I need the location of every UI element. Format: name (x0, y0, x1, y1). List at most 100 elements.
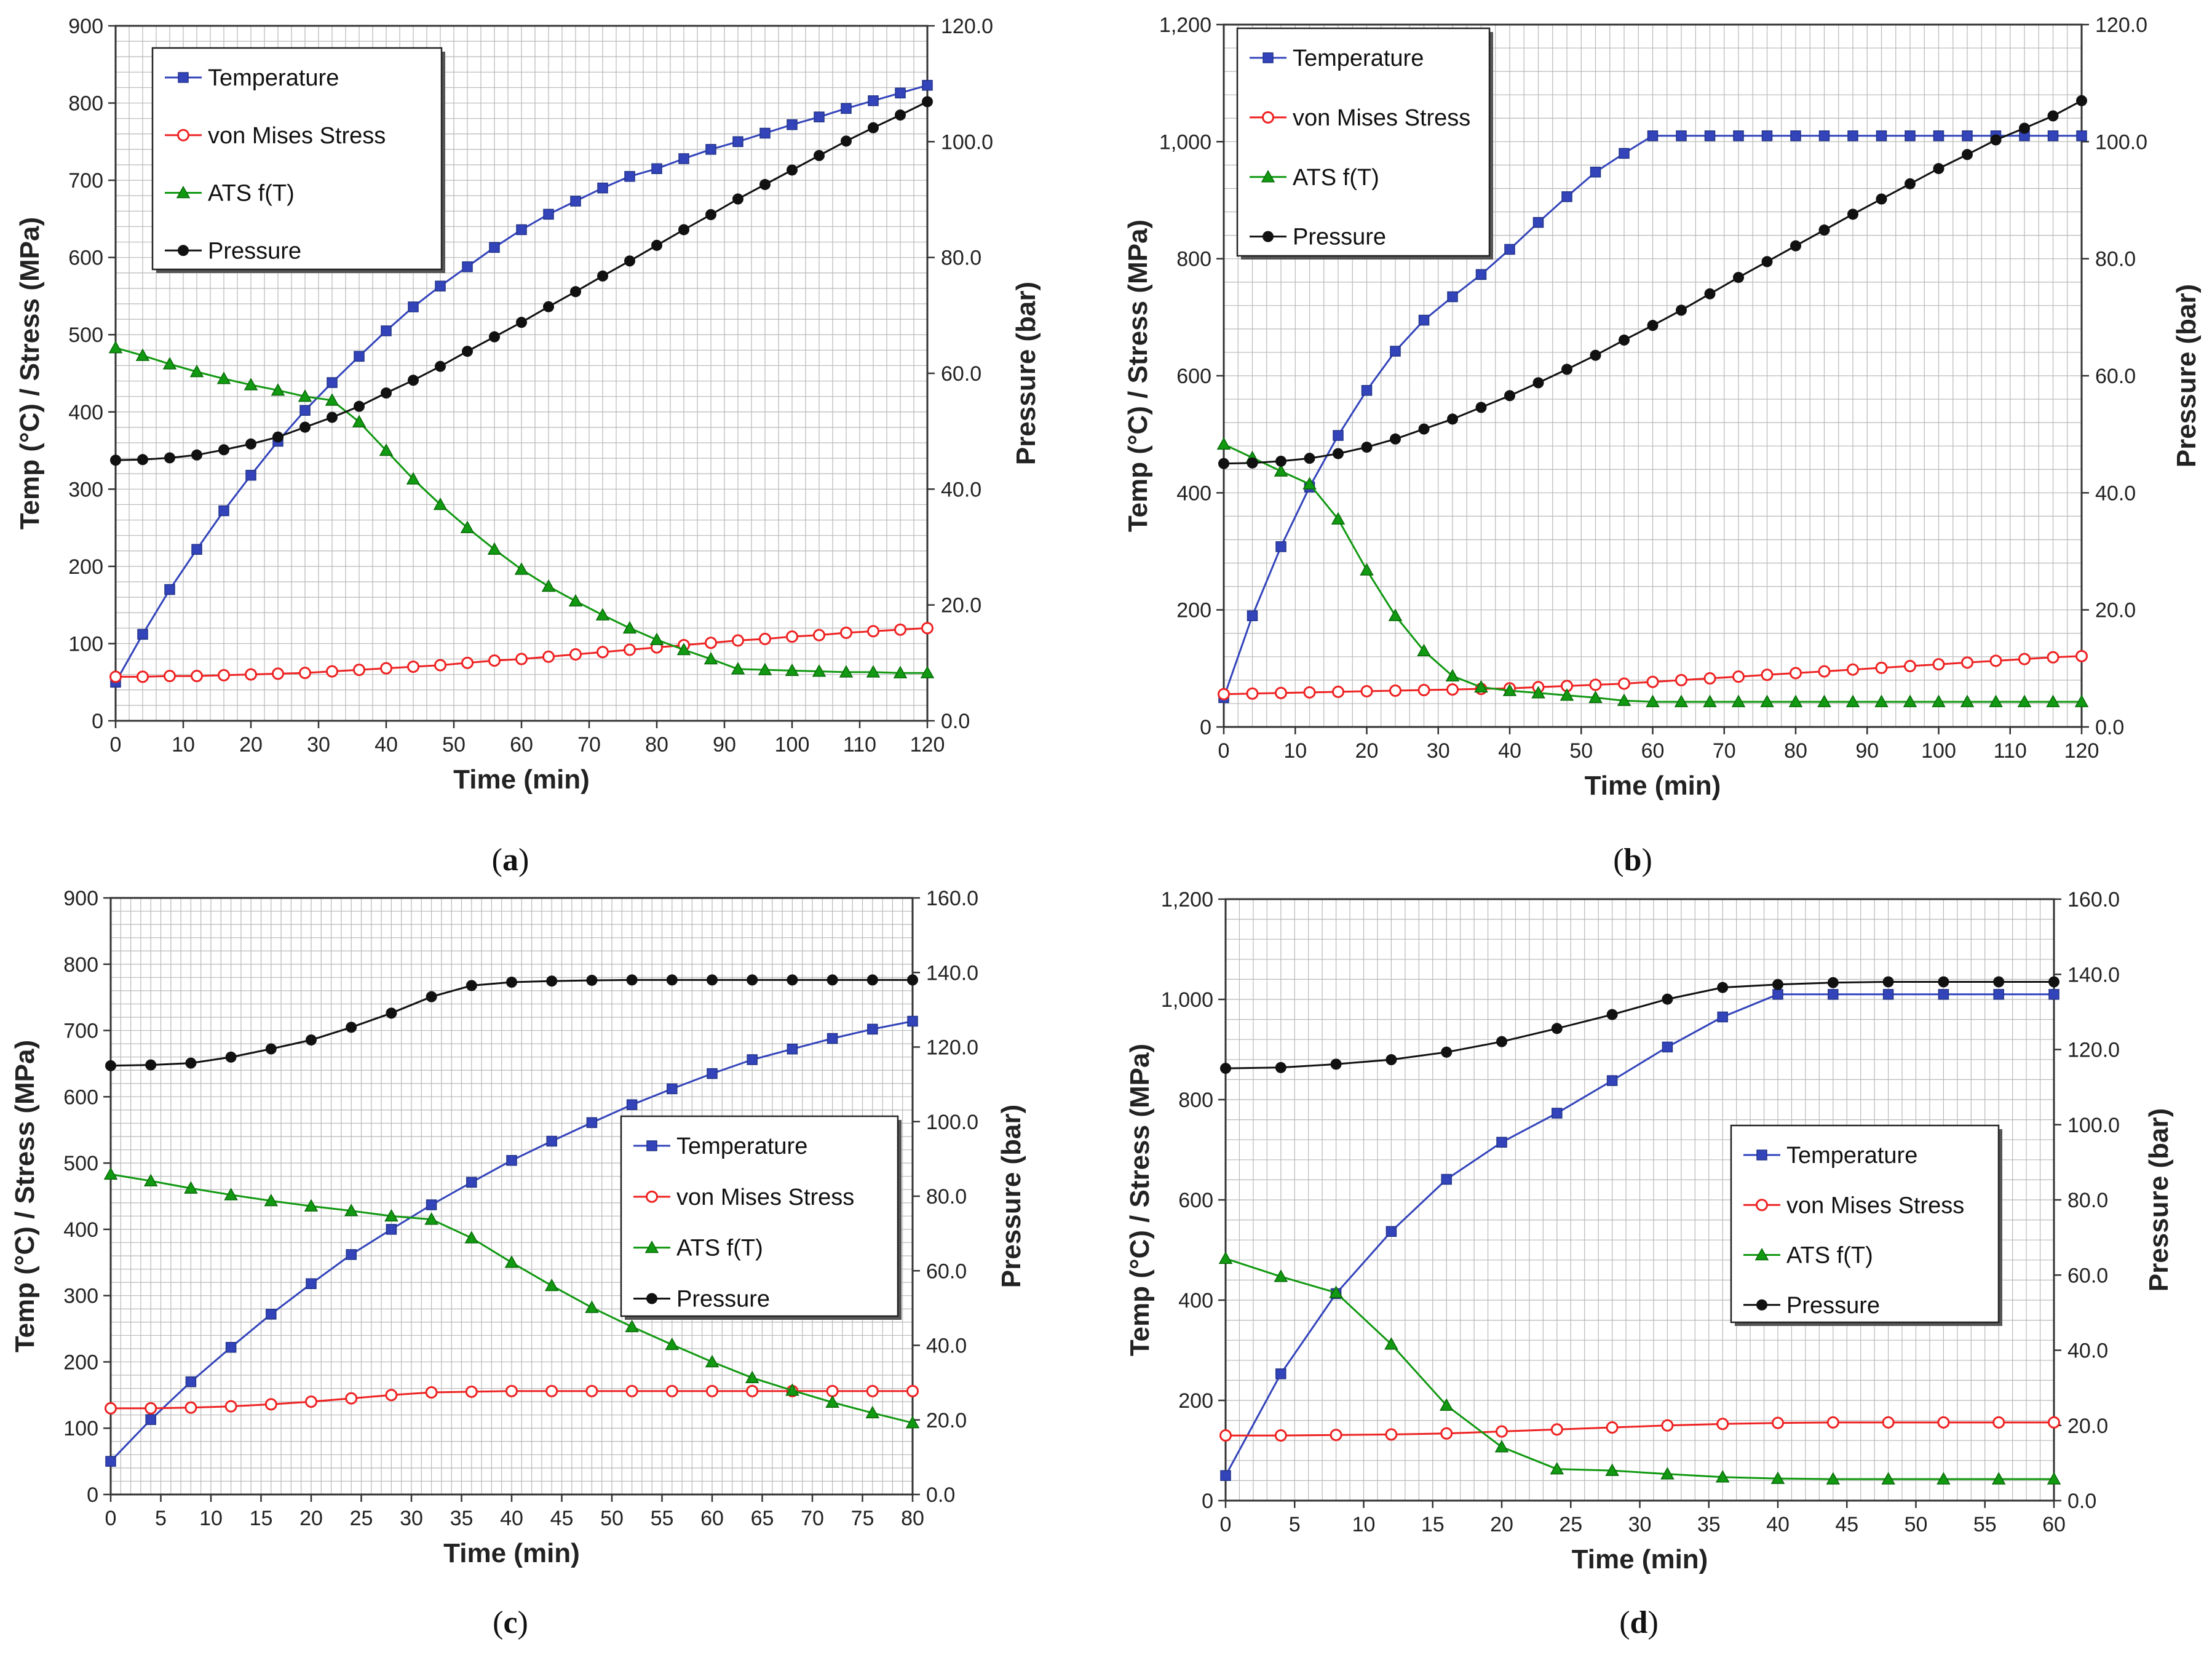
data-point-temperature (381, 325, 392, 336)
data-point-ats (731, 662, 745, 675)
y-tick-label: 800 (68, 92, 103, 116)
series-pressure (1220, 976, 2059, 1074)
data-point-stress (1661, 1419, 1674, 1432)
data-point-ats (585, 1300, 599, 1313)
legend-marker-ats (1261, 170, 1275, 183)
data-point-stress (1732, 670, 1745, 683)
data-point-temperature (435, 280, 446, 292)
x-tick-label: 15 (250, 1507, 273, 1530)
legend-label-pressure: Pressure (1786, 1293, 1880, 1319)
chart-panel-d: 0 5 10 15 20 25 30 35 40 45 50 55 6002004006008001,0… (1125, 888, 2174, 1640)
data-point-ats (2046, 694, 2060, 707)
data-point-pressure (225, 1051, 237, 1063)
data-point-ats (1531, 686, 1545, 699)
data-point-stress (1818, 665, 1831, 678)
data-point-pressure (705, 208, 716, 220)
data-point-temperature (1390, 346, 1401, 357)
data-point-temperature (1496, 1137, 1507, 1148)
legend-label-temperature: Temperature (1293, 46, 1424, 71)
x-tick-label: 20 (299, 1507, 323, 1530)
y2-axis-title: Pressure (bar) (2171, 284, 2202, 467)
data-point-pressure (191, 449, 202, 461)
x-tick-label: 110 (1994, 739, 2027, 763)
y-tick-label: 1,000 (1161, 988, 1213, 1012)
data-point-temperature (787, 119, 798, 130)
data-point-temperature (626, 1099, 638, 1111)
data-point-temperature (1847, 130, 1858, 141)
data-point-pressure (435, 360, 446, 372)
data-point-pressure (408, 375, 419, 386)
data-point-pressure (506, 977, 517, 988)
data-point-stress (1330, 1429, 1342, 1442)
data-point-pressure (1447, 413, 1458, 425)
y2-axis-title: Pressure (bar) (1011, 282, 1041, 465)
data-point-temperature (346, 1249, 357, 1260)
y2-tick-label: 120.0 (2095, 14, 2147, 37)
series-ats (108, 341, 935, 678)
data-point-stress (164, 670, 176, 683)
data-point-temperature (570, 196, 581, 207)
data-point-temperature (841, 103, 852, 114)
data-point-temperature (732, 136, 743, 148)
data-point-pressure (1818, 224, 1830, 236)
data-point-ats (1360, 563, 1374, 576)
data-point-temperature (707, 1068, 718, 1079)
data-point-temperature (922, 79, 933, 91)
data-point-pressure (907, 974, 918, 986)
data-point-temperature (747, 1054, 758, 1065)
data-point-stress (1932, 658, 1945, 671)
data-point-temperature (1905, 130, 1916, 141)
data-point-temperature (164, 584, 175, 595)
data-point-ats (1474, 680, 1488, 693)
data-point-ats (866, 665, 881, 678)
data-point-temperature (1772, 989, 1783, 1000)
y-tick-label: 200 (1178, 1389, 1213, 1413)
y2-tick-label: 20.0 (926, 1409, 967, 1432)
data-point-temperature (1475, 269, 1487, 280)
data-point-temperature (651, 163, 662, 175)
data-point-temperature (1662, 1041, 1673, 1053)
data-point-temperature (543, 208, 554, 220)
data-point-pressure (1662, 993, 1673, 1005)
y2-tick-label: 40.0 (2067, 1339, 2108, 1363)
data-point-stress (1303, 686, 1316, 699)
y-tick-label: 800 (1178, 1089, 1213, 1112)
data-point-stress (1989, 654, 2002, 667)
data-point-ats (344, 1204, 359, 1216)
data-point-stress (1847, 663, 1859, 676)
data-point-stress (705, 637, 717, 649)
data-point-temperature (225, 1341, 237, 1353)
data-point-pressure (354, 400, 365, 412)
data-point-stress (624, 643, 636, 656)
data-point-stress (1826, 1416, 1839, 1429)
panel-caption: (d) (1619, 1605, 1659, 1640)
data-point-stress (1332, 685, 1344, 698)
legend: Temperature von Mises Stress ATS f(T) Press… (151, 47, 445, 273)
data-point-temperature (895, 87, 906, 98)
data-point-ats (1329, 1285, 1343, 1298)
y2-axis-title: Pressure (bar) (2144, 1108, 2174, 1292)
y-tick-label: 400 (63, 1218, 98, 1242)
x-tick-label: 30 (1427, 739, 1450, 763)
chart-panel-c: 0 5 10 15 20 25 30 35 40 45 50 55 60 65 70 75 8001002003… (10, 887, 1026, 1640)
data-point-pressure (386, 1007, 397, 1019)
data-point-temperature (1733, 130, 1744, 141)
data-point-ats (1494, 1440, 1509, 1453)
data-point-stress (1389, 684, 1401, 697)
data-point-pressure (841, 135, 852, 147)
data-point-stress (1496, 1425, 1508, 1438)
data-point-pressure (1905, 178, 1916, 189)
data-point-temperature (787, 1043, 798, 1055)
data-point-ats (1302, 477, 1317, 490)
data-point-stress (2075, 649, 2088, 662)
data-point-stress (264, 1398, 277, 1411)
x-tick-label: 35 (1697, 1513, 1721, 1536)
data-point-pressure (137, 454, 148, 466)
data-point-ats (1936, 1472, 1951, 1485)
data-point-ats (544, 1278, 559, 1292)
series-line-pressure (1225, 981, 2054, 1070)
legend-marker-ats (176, 185, 191, 199)
data-point-pressure (747, 974, 758, 986)
x-tick-label: 40 (500, 1507, 523, 1530)
